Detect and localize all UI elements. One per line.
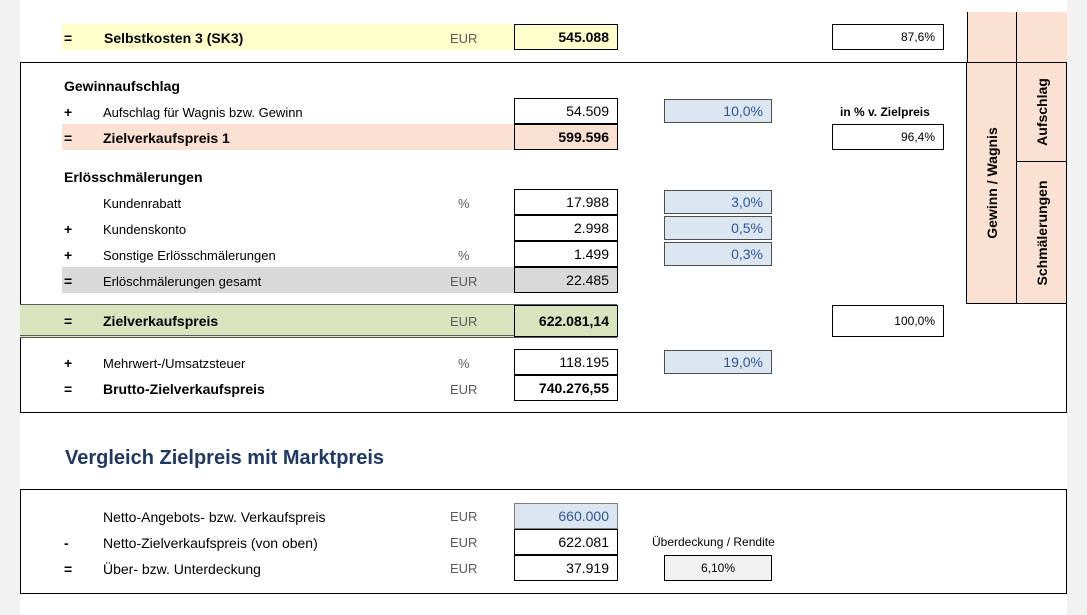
deckung-unit: EUR <box>450 561 478 576</box>
sonstige-label: Sonstige Erlösschmälerungen <box>103 248 276 263</box>
zvp-label: Zielverkaufspreis <box>103 313 219 329</box>
schmaelerungen-side-box: Schmälerungen <box>1016 161 1067 304</box>
brutto-value-cell[interactable]: 740.276,55 <box>514 375 618 401</box>
aufschlag-side-label: Aufschlag <box>1033 78 1050 146</box>
zvp-value-cell[interactable]: 622.081,14 <box>514 305 618 337</box>
rendite-value-cell[interactable]: 6,10% <box>664 555 772 581</box>
deckung-operator: = <box>64 561 73 577</box>
deckung-value-cell[interactable]: 37.919 <box>514 555 618 581</box>
sonstige-unit: % <box>458 248 470 263</box>
kundenskonto-operator: + <box>64 221 73 237</box>
erloes-total-unit: EUR <box>450 274 478 289</box>
brutto-unit: EUR <box>450 382 478 397</box>
mwst-pct-cell[interactable]: 19,0% <box>664 350 772 374</box>
brutto-label: Brutto-Zielverkaufspreis <box>103 381 265 397</box>
erloes-total-label: Erlöschmälerungen gesamt <box>103 274 262 289</box>
zvp-ratio-cell[interactable]: 100,0% <box>832 305 944 337</box>
gewinn-heading: Gewinnaufschlag <box>64 78 180 94</box>
aufschlag-label: Aufschlag für Wagnis bzw. Gewinn <box>103 105 303 120</box>
top-side-divider <box>1016 12 1017 62</box>
rendite-label: Überdeckung / Rendite <box>652 535 775 549</box>
kundenrabatt-value-cell[interactable]: 17.988 <box>514 189 618 215</box>
sonstige-value-cell[interactable]: 1.499 <box>514 241 618 267</box>
vergleich-title: Vergleich Zielpreis mit Marktpreis <box>65 447 385 469</box>
erloes-total-operator: = <box>64 273 73 289</box>
mwst-value-cell[interactable]: 118.195 <box>514 349 618 375</box>
sonstige-operator: + <box>64 247 73 263</box>
kundenskonto-value-cell[interactable]: 2.998 <box>514 215 618 241</box>
brutto-operator: = <box>64 381 73 397</box>
gewinn-wagnis-side-box: Gewinn / Wagnis <box>966 62 1017 304</box>
zvp1-value-cell[interactable]: 599.596 <box>514 124 618 150</box>
sk3-operator: = <box>64 30 73 46</box>
deckung-label: Über- bzw. Unterdeckung <box>103 561 261 577</box>
zvp1-ratio-cell[interactable]: 96,4% <box>832 124 944 150</box>
gewinn-wagnis-side-label: Gewinn / Wagnis <box>983 127 1000 239</box>
zvp-operator: = <box>64 313 73 329</box>
erloes-total-value-cell[interactable]: 22.485 <box>514 267 618 293</box>
netto-angebot-label: Netto-Angebots- bzw. Verkaufspreis <box>103 509 326 525</box>
erloes-heading: Erlösschmälerungen <box>64 169 203 185</box>
sk3-ratio-cell[interactable]: 87,6% <box>832 24 944 50</box>
schmaelerungen-side-label: Schmälerungen <box>1033 179 1050 286</box>
kundenrabatt-label: Kundenrabatt <box>103 196 182 211</box>
kundenrabatt-pct-cell[interactable]: 3,0% <box>664 190 772 214</box>
netto-ziel-value-cell[interactable]: 622.081 <box>514 529 618 555</box>
aufschlag-operator: + <box>64 104 73 120</box>
netto-ziel-label: Netto-Zielverkaufspreis (von oben) <box>103 535 318 551</box>
kundenskonto-pct-cell[interactable]: 0,5% <box>664 216 772 240</box>
sk3-value-cell[interactable]: 545.088 <box>514 24 618 50</box>
kundenrabatt-unit: % <box>458 196 470 211</box>
mwst-unit: % <box>458 356 470 371</box>
netto-ziel-unit: EUR <box>450 535 478 550</box>
mwst-operator: + <box>64 355 73 371</box>
netto-angebot-unit: EUR <box>450 509 478 524</box>
netto-angebot-value-cell[interactable]: 660.000 <box>514 503 618 529</box>
zielpreis-note: in % v. Zielpreis <box>840 105 930 119</box>
zvp1-operator: = <box>64 130 73 146</box>
kundenskonto-label: Kundenskonto <box>103 222 187 237</box>
mwst-label: Mehrwert-/Umsatzsteuer <box>103 356 246 371</box>
aufschlag-pct-cell[interactable]: 10,0% <box>664 99 772 123</box>
sonstige-pct-cell[interactable]: 0,3% <box>664 242 772 266</box>
zvp-unit: EUR <box>450 314 478 329</box>
aufschlag-side-box: Aufschlag <box>1016 62 1067 162</box>
top-side-fill <box>967 12 1067 62</box>
netto-ziel-operator: - <box>64 535 69 551</box>
zvp1-label: Zielverkaufspreis 1 <box>103 130 230 146</box>
sk3-unit: EUR <box>450 31 478 46</box>
sk3-label: Selbstkosten 3 (SK3) <box>104 30 244 46</box>
aufschlag-value-cell[interactable]: 54.509 <box>514 98 618 124</box>
